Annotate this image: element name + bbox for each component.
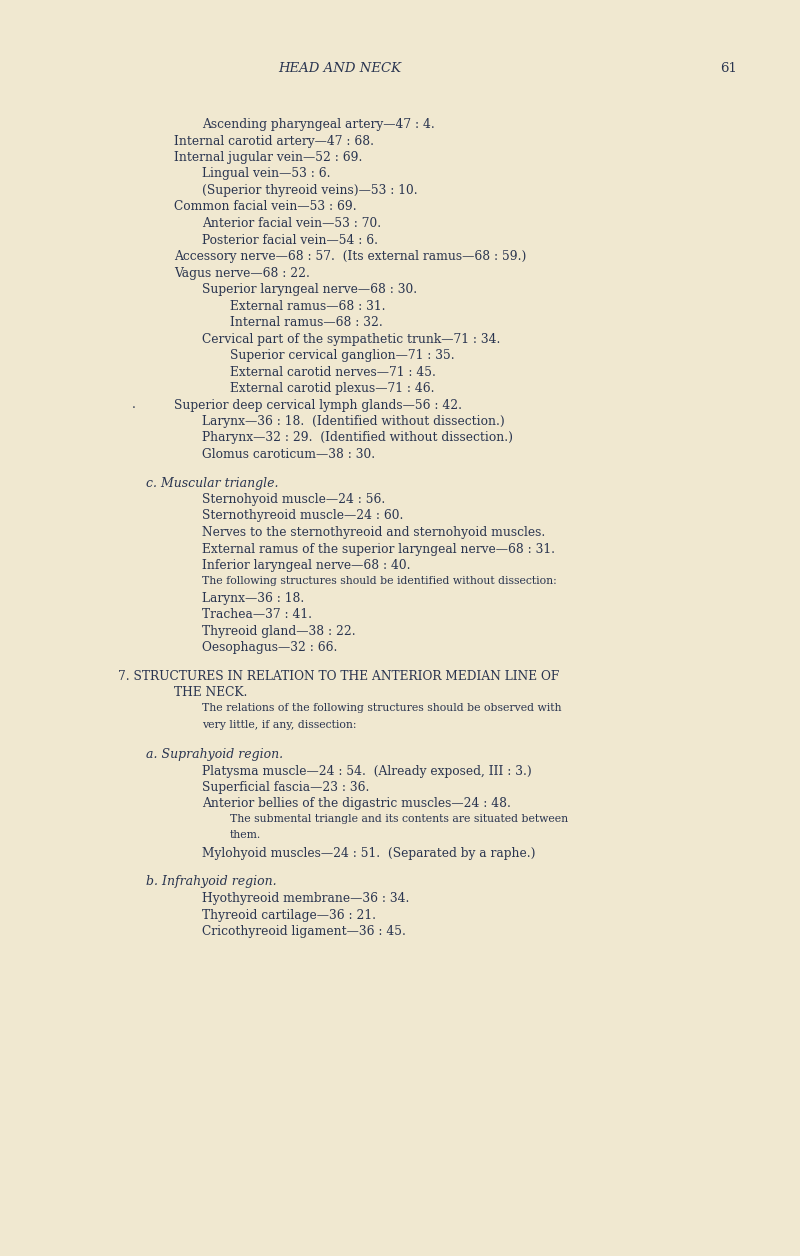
Text: Larynx—36 : 18.: Larynx—36 : 18. [202, 592, 304, 605]
Text: Thyreoid gland—38 : 22.: Thyreoid gland—38 : 22. [202, 625, 356, 638]
Text: HEAD AND NECK: HEAD AND NECK [278, 62, 402, 75]
Text: Lingual vein—53 : 6.: Lingual vein—53 : 6. [202, 167, 330, 181]
Text: Platysma muscle—24 : 54.  (Already exposed, III : 3.): Platysma muscle—24 : 54. (Already expose… [202, 765, 532, 777]
Text: THE NECK.: THE NECK. [174, 687, 247, 700]
Text: Superior laryngeal nerve—68 : 30.: Superior laryngeal nerve—68 : 30. [202, 283, 417, 296]
Text: Internal ramus—68 : 32.: Internal ramus—68 : 32. [230, 317, 382, 329]
Text: Posterior facial vein—54 : 6.: Posterior facial vein—54 : 6. [202, 234, 378, 246]
Text: (Superior thyreoid veins)—53 : 10.: (Superior thyreoid veins)—53 : 10. [202, 183, 418, 197]
Text: Internal jugular vein—52 : 69.: Internal jugular vein—52 : 69. [174, 151, 362, 165]
Text: Cervical part of the sympathetic trunk—71 : 34.: Cervical part of the sympathetic trunk—7… [202, 333, 500, 345]
Text: Sternothyreoid muscle—24 : 60.: Sternothyreoid muscle—24 : 60. [202, 510, 403, 522]
Text: them.: them. [230, 830, 262, 840]
Text: c. Muscular triangle.: c. Muscular triangle. [146, 476, 278, 490]
Text: Superior cervical ganglion—71 : 35.: Superior cervical ganglion—71 : 35. [230, 349, 454, 362]
Text: Inferior laryngeal nerve—68 : 40.: Inferior laryngeal nerve—68 : 40. [202, 559, 410, 571]
Text: a. Suprahyoid region.: a. Suprahyoid region. [146, 749, 283, 761]
Text: Mylohyoid muscles—24 : 51.  (Separated by a raphe.): Mylohyoid muscles—24 : 51. (Separated by… [202, 847, 535, 860]
Text: Common facial vein—53 : 69.: Common facial vein—53 : 69. [174, 201, 357, 214]
Text: External carotid plexus—71 : 46.: External carotid plexus—71 : 46. [230, 382, 434, 394]
Text: Larynx—36 : 18.  (Identified without dissection.): Larynx—36 : 18. (Identified without diss… [202, 414, 505, 428]
Text: .: . [132, 398, 136, 412]
Text: Nerves to the sternothyreoid and sternohyoid muscles.: Nerves to the sternothyreoid and sternoh… [202, 526, 546, 539]
Text: External ramus of the superior laryngeal nerve—68 : 31.: External ramus of the superior laryngeal… [202, 543, 555, 555]
Text: Hyothyreoid membrane—36 : 34.: Hyothyreoid membrane—36 : 34. [202, 892, 410, 906]
Text: External ramus—68 : 31.: External ramus—68 : 31. [230, 299, 386, 313]
Text: Oesophagus—32 : 66.: Oesophagus—32 : 66. [202, 642, 338, 654]
Text: Superior deep cervical lymph glands—56 : 42.: Superior deep cervical lymph glands—56 :… [174, 398, 462, 412]
Text: Cricothyreoid ligament—36 : 45.: Cricothyreoid ligament—36 : 45. [202, 924, 406, 938]
Text: very little, if any, dissection:: very little, if any, dissection: [202, 720, 357, 730]
Text: Superficial fascia—23 : 36.: Superficial fascia—23 : 36. [202, 781, 370, 794]
Text: b. Infrahyoid region.: b. Infrahyoid region. [146, 875, 277, 888]
Text: Anterior facial vein—53 : 70.: Anterior facial vein—53 : 70. [202, 217, 381, 230]
Text: 61: 61 [720, 62, 737, 75]
Text: Trachea—37 : 41.: Trachea—37 : 41. [202, 608, 312, 622]
Text: Vagus nerve—68 : 22.: Vagus nerve—68 : 22. [174, 266, 310, 280]
Text: External carotid nerves—71 : 45.: External carotid nerves—71 : 45. [230, 365, 436, 378]
Text: Accessory nerve—68 : 57.  (Its external ramus—68 : 59.): Accessory nerve—68 : 57. (Its external r… [174, 250, 526, 263]
Text: Thyreoid cartilage—36 : 21.: Thyreoid cartilage—36 : 21. [202, 908, 376, 922]
Text: Anterior bellies of the digastric muscles—24 : 48.: Anterior bellies of the digastric muscle… [202, 798, 511, 810]
Text: Glomus caroticum—38 : 30.: Glomus caroticum—38 : 30. [202, 448, 375, 461]
Text: Sternohyoid muscle—24 : 56.: Sternohyoid muscle—24 : 56. [202, 494, 386, 506]
Text: The relations of the following structures should be observed with: The relations of the following structure… [202, 703, 562, 713]
Text: Internal carotid artery—47 : 68.: Internal carotid artery—47 : 68. [174, 134, 374, 147]
Text: 7. STRUCTURES IN RELATION TO THE ANTERIOR MEDIAN LINE OF: 7. STRUCTURES IN RELATION TO THE ANTERIO… [118, 669, 559, 683]
Text: Pharynx—32 : 29.  (Identified without dissection.): Pharynx—32 : 29. (Identified without dis… [202, 432, 513, 445]
Text: The submental triangle and its contents are situated between: The submental triangle and its contents … [230, 814, 568, 824]
Text: The following structures should be identified without dissection:: The following structures should be ident… [202, 575, 557, 585]
Text: Ascending pharyngeal artery—47 : 4.: Ascending pharyngeal artery—47 : 4. [202, 118, 434, 131]
